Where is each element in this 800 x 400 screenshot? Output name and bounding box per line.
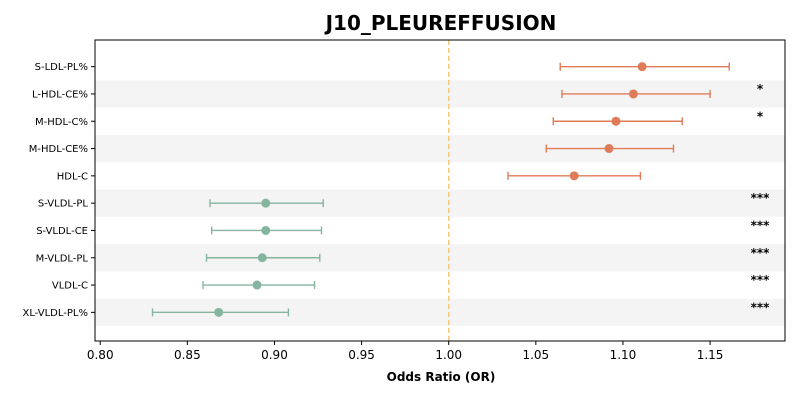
row-bands	[95, 80, 785, 326]
significance-label: ***	[751, 191, 771, 205]
forest-row: ***	[211, 218, 771, 235]
or-point	[252, 280, 262, 290]
x-tick-label: 0.80	[87, 348, 114, 362]
y-tick-label: S-VLDL-PL	[38, 199, 89, 210]
row-band	[95, 244, 785, 272]
y-tick-label: VLDL-C	[52, 281, 88, 292]
x-axis-label: Odds Ratio (OR)	[387, 370, 496, 384]
y-tick-label: M-HDL-C%	[35, 117, 88, 128]
or-point	[261, 198, 271, 208]
forest-row: ***	[202, 273, 771, 290]
x-tick-label: 0.95	[348, 348, 375, 362]
or-point	[569, 171, 579, 181]
or-point	[604, 144, 614, 154]
significance-label: ***	[751, 218, 771, 232]
y-axis: S-LDL-PL% L-HDL-CE% M-HDL-C% M-HDL-CE% HDL-C…	[23, 62, 95, 319]
y-tick-label: M-VLDL-PL	[36, 253, 89, 264]
significance-label: ***	[751, 246, 771, 260]
x-tick-label: 1.05	[522, 348, 549, 362]
forest-row: ***	[205, 246, 771, 263]
row-band	[95, 189, 785, 217]
y-tick-label: M-HDL-CE%	[29, 144, 88, 155]
chart-title: J10_PLEUREFFUSION	[324, 11, 557, 35]
x-tick-label: 1.10	[610, 348, 637, 362]
forest-row: *	[552, 109, 764, 126]
or-point	[628, 89, 638, 99]
plot-frame	[94, 39, 786, 342]
or-point	[257, 253, 267, 263]
y-tick-label: S-LDL-PL%	[35, 62, 88, 73]
x-tick-label: 0.90	[261, 348, 288, 362]
significance-label: ***	[751, 300, 771, 314]
x-tick-label: 1.15	[697, 348, 724, 362]
significance-label: ***	[751, 273, 771, 287]
significance-label: *	[757, 109, 764, 123]
forest-row: ***	[151, 300, 771, 317]
x-tick-label: 1.00	[435, 348, 462, 362]
y-tick-label: HDL-C	[57, 171, 88, 182]
x-axis: 0.80 0.85 0.90 0.95 1.00 1.05 1.10 1.15	[87, 341, 724, 362]
y-tick-label: S-VLDL-CE	[36, 226, 88, 237]
y-tick-label: L-HDL-CE%	[32, 89, 88, 100]
forest-row	[545, 144, 675, 154]
or-point	[637, 62, 647, 72]
significance-label: *	[757, 82, 764, 96]
or-point	[261, 225, 271, 235]
row-band	[95, 134, 785, 163]
forest-row: *	[561, 82, 764, 99]
y-tick-label: XL-VLDL-PL%	[23, 308, 89, 319]
or-point	[214, 307, 224, 317]
x-tick-label: 0.85	[174, 348, 201, 362]
forest-row	[507, 171, 642, 181]
forest-row: ***	[209, 191, 771, 208]
data-rows: *****************	[151, 62, 771, 317]
or-point	[611, 116, 621, 126]
forest-row	[559, 62, 730, 72]
